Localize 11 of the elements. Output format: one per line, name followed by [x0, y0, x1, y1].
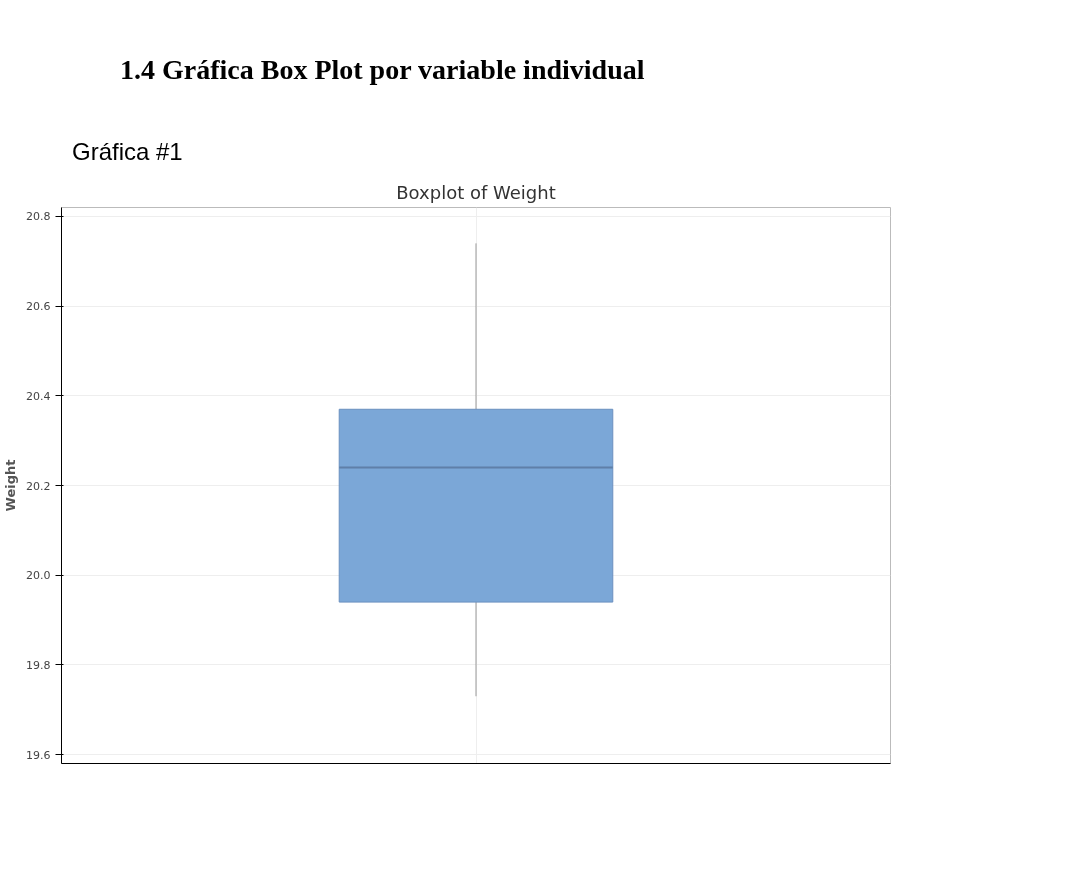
y-tick-label: 20.6	[26, 300, 51, 314]
y-tick-label: 19.8	[26, 659, 51, 673]
y-tick-label: 20.4	[26, 390, 51, 404]
text: 1.4 Gráfica Box Plot por variable individual	[120, 53, 645, 87]
text: Gráfica #1	[72, 137, 183, 167]
y-axis-title: Weight	[3, 459, 19, 512]
y-tick-label: 20.8	[26, 210, 51, 224]
y-tick-label: 20.2	[26, 479, 51, 493]
y-tick-label: 20.0	[26, 569, 51, 583]
chart-title: Boxplot of Weight	[396, 181, 556, 203]
y-tick-label: 19.6	[26, 748, 51, 762]
